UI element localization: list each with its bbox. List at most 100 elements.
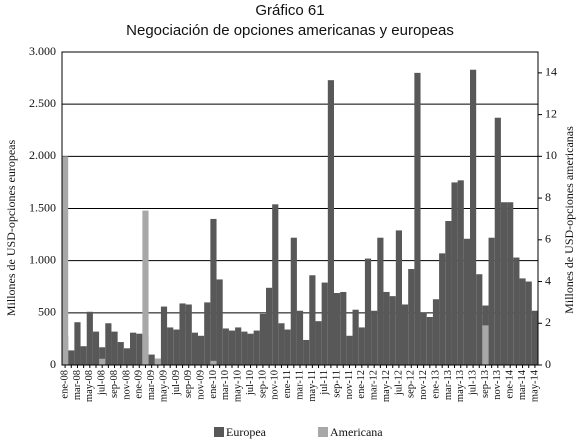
bar — [358, 327, 365, 365]
bar — [426, 317, 433, 365]
x-tick-label: nov-09 — [195, 370, 206, 400]
bar — [204, 302, 211, 365]
bar — [531, 310, 538, 365]
bar — [216, 279, 223, 365]
y-tick-label: 1.000 — [29, 252, 56, 266]
x-tick-label: sep-11 — [331, 370, 342, 398]
x-tick-label: ene-11 — [282, 370, 293, 398]
bar — [142, 210, 149, 365]
x-tick-label: may-10 — [233, 370, 244, 402]
legend-label: Americana — [330, 425, 383, 439]
x-tick-label: jul-09 — [171, 370, 182, 396]
bar — [179, 303, 186, 365]
bar — [470, 69, 477, 365]
bar — [402, 304, 409, 365]
bar — [371, 310, 378, 365]
bar — [439, 253, 446, 365]
legend-label: Europea — [226, 425, 267, 439]
y2-tick-label: 4 — [545, 273, 551, 287]
bar — [259, 313, 266, 365]
x-tick-label: ene-10 — [208, 370, 219, 399]
bar — [210, 218, 217, 365]
x-tick-label: sep-13 — [480, 370, 491, 398]
bar — [500, 202, 508, 365]
bar — [476, 274, 483, 365]
x-tick-label: mar-14 — [517, 369, 528, 400]
bar — [352, 309, 359, 365]
bar — [130, 332, 137, 365]
bar — [445, 221, 452, 365]
x-tick-label: sep-10 — [257, 370, 268, 398]
bar — [340, 291, 347, 365]
bar — [154, 358, 161, 365]
bar — [74, 322, 81, 365]
bar — [167, 327, 174, 365]
x-tick-label: may-14 — [529, 369, 540, 402]
bar — [377, 237, 384, 365]
y2-tick-label: 10 — [545, 148, 557, 162]
bar — [420, 312, 427, 365]
bar — [346, 335, 353, 365]
bar — [253, 330, 260, 365]
y2-tick-label: 12 — [545, 106, 557, 120]
y-tick-label: 500 — [38, 305, 56, 319]
bar — [111, 331, 118, 365]
legend-swatch — [318, 427, 328, 437]
x-tick-label: nov-13 — [492, 370, 503, 400]
chart-subtitle: Negociación de opciones americanas y eur… — [126, 22, 454, 39]
y2-tick-label: 8 — [545, 190, 551, 204]
bar — [173, 329, 180, 365]
bar — [160, 306, 168, 365]
x-tick-label: mar-11 — [294, 370, 305, 400]
bar — [315, 321, 322, 365]
bar — [210, 360, 217, 365]
x-tick-label: ene-08 — [59, 370, 70, 399]
bar — [451, 182, 458, 365]
bar — [222, 328, 229, 365]
y-tick-label: 2.000 — [29, 148, 56, 162]
bar — [191, 332, 198, 365]
bar — [389, 296, 396, 365]
bar — [519, 278, 526, 365]
x-tick-label: nov-12 — [418, 370, 429, 400]
x-tick-label: mar-08 — [72, 370, 83, 400]
bar — [148, 354, 155, 365]
y-tick-label: 2.500 — [29, 96, 56, 110]
bar — [321, 282, 328, 365]
x-tick-label: sep-12 — [406, 370, 417, 398]
bar — [136, 333, 143, 365]
y-tick-label: 3.000 — [29, 44, 56, 58]
bar — [185, 304, 192, 365]
x-tick-label: jul-11 — [319, 370, 330, 396]
x-tick-label: may-12 — [381, 370, 392, 402]
bar — [99, 358, 106, 365]
bar — [123, 348, 130, 365]
bar — [278, 323, 285, 365]
bar — [327, 80, 334, 366]
bar — [247, 333, 254, 365]
bar — [290, 237, 297, 365]
bar — [235, 327, 242, 365]
bar — [494, 117, 501, 365]
x-tick-label: may-08 — [84, 370, 95, 402]
x-tick-label: mar-13 — [443, 370, 454, 400]
bar — [228, 330, 236, 365]
x-tick-label: sep-08 — [109, 370, 120, 398]
bar — [80, 346, 87, 365]
y2-tick-label: 6 — [545, 232, 551, 246]
bar — [86, 311, 93, 365]
bar — [364, 258, 372, 365]
bar — [266, 287, 273, 365]
y2-tick-label: 14 — [545, 65, 557, 79]
x-tick-label: jul-12 — [393, 370, 404, 396]
bar — [507, 202, 514, 365]
bar — [105, 323, 112, 365]
y2-axis-label: Millones de USD-opciones americanas — [562, 126, 576, 314]
x-tick-label: nov-11 — [344, 370, 355, 399]
bar — [309, 275, 316, 365]
bar — [284, 329, 291, 365]
legend-swatch — [214, 427, 224, 437]
bar — [463, 238, 470, 365]
bar — [513, 257, 520, 365]
